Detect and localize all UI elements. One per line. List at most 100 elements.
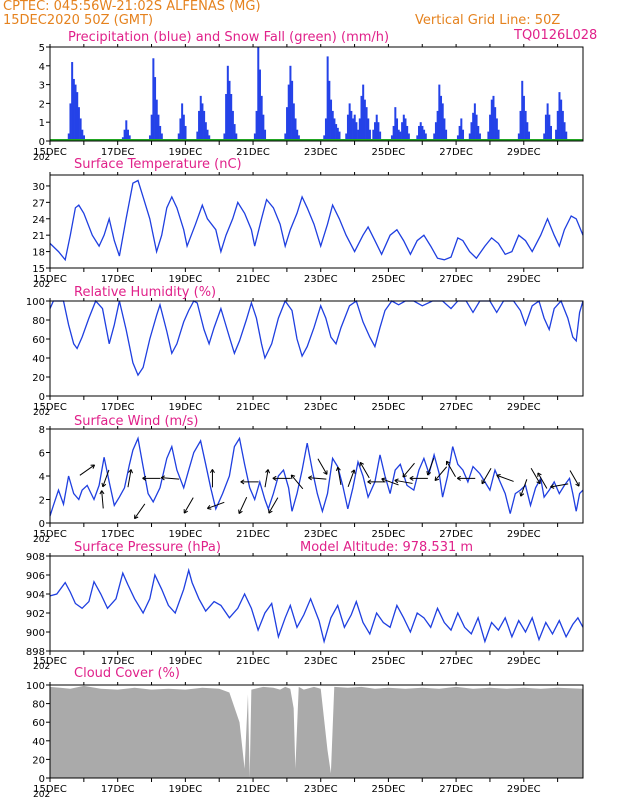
precip-bar bbox=[462, 129, 465, 141]
y-tick-label: 904 bbox=[26, 590, 45, 601]
precip-bar bbox=[71, 62, 74, 141]
wind-arrowhead bbox=[238, 509, 243, 514]
precip-bar bbox=[352, 118, 355, 141]
precip-bar bbox=[328, 80, 331, 141]
x-tick-label: 15DEC bbox=[33, 656, 67, 667]
x-tick-label: 21DEC bbox=[236, 147, 270, 158]
wind-arrowhead bbox=[575, 482, 580, 487]
precip-bar bbox=[286, 107, 289, 141]
wind-arrow bbox=[127, 469, 132, 488]
wind-arrowhead bbox=[308, 475, 313, 481]
grid-note: Vertical Grid Line: 50Z bbox=[415, 13, 561, 28]
wind-arrowhead bbox=[402, 472, 407, 478]
precip-bar bbox=[565, 131, 568, 141]
precip-bar bbox=[440, 95, 443, 141]
precip-bar bbox=[401, 122, 404, 141]
wind-arrowhead bbox=[335, 466, 341, 472]
wind-arrowhead bbox=[409, 475, 414, 481]
y-tick-label: 27 bbox=[32, 198, 45, 209]
precip-bar bbox=[475, 114, 478, 141]
precip-bar bbox=[490, 99, 493, 141]
precip-bar bbox=[441, 103, 444, 141]
y-tick-label: 0 bbox=[39, 774, 45, 785]
precip-bar bbox=[472, 112, 475, 141]
precip-bar bbox=[561, 110, 564, 141]
panel-title: Precipitation (blue) and Snow Fall (gree… bbox=[68, 30, 389, 45]
x-tick-label: 25DEC bbox=[372, 274, 406, 285]
precip-bar bbox=[416, 135, 419, 141]
wind-arrow bbox=[238, 497, 248, 514]
wind-arrow bbox=[161, 477, 180, 480]
panel-5 bbox=[46, 682, 584, 782]
panel-frame bbox=[49, 46, 584, 142]
precip-bar bbox=[208, 135, 211, 141]
precip-bar bbox=[152, 58, 155, 141]
precip-bar bbox=[292, 103, 295, 141]
precip-bar bbox=[528, 131, 531, 141]
wind-arrow bbox=[347, 469, 355, 487]
wind-arrow bbox=[268, 497, 279, 514]
panel-frame bbox=[49, 684, 584, 779]
x-year-label: 202 bbox=[33, 535, 50, 545]
x-tick-label: 23DEC bbox=[304, 402, 338, 413]
precip-bar bbox=[226, 65, 229, 141]
wind-arrowhead bbox=[323, 470, 328, 475]
panel-title: Cloud Cover (%) bbox=[74, 666, 180, 681]
precip-bar bbox=[396, 118, 399, 141]
precip-bar bbox=[223, 133, 226, 141]
wind-arrow bbox=[496, 474, 514, 482]
precip-bar bbox=[460, 118, 463, 141]
precip-bar bbox=[522, 95, 525, 141]
precip-bar bbox=[230, 94, 233, 141]
x-tick-label: 27DEC bbox=[439, 784, 473, 795]
precip-bar bbox=[374, 122, 377, 141]
precip-bar bbox=[379, 131, 382, 141]
x-year-label: 202 bbox=[33, 280, 50, 290]
wind-arrow bbox=[381, 478, 399, 486]
precip-bar bbox=[204, 122, 207, 141]
precip-bar bbox=[353, 114, 356, 141]
precip-bar bbox=[69, 103, 72, 141]
wind-arrow bbox=[101, 490, 104, 509]
precip-bar bbox=[548, 114, 551, 141]
x-tick-label: 23DEC bbox=[304, 274, 338, 285]
wind-arrowhead bbox=[359, 461, 364, 467]
x-tick-label: 19DEC bbox=[168, 529, 202, 540]
precip-bar bbox=[494, 107, 497, 141]
header-line1: CPTEC: 045:56W-21:02S ALFENAS (MG) bbox=[3, 0, 261, 14]
precip-bar bbox=[326, 56, 329, 141]
precip-bar bbox=[526, 122, 529, 141]
x-tick-label: 27DEC bbox=[439, 402, 473, 413]
precip-bar bbox=[289, 65, 292, 141]
precip-bar bbox=[182, 114, 185, 141]
precip-bar bbox=[199, 95, 202, 141]
precip-bar bbox=[423, 129, 426, 141]
y-tick-label: 0 bbox=[39, 137, 45, 148]
panel-title: Surface Pressure (hPa) bbox=[74, 540, 221, 555]
precip-bar bbox=[284, 133, 287, 141]
precip-bar bbox=[418, 125, 421, 141]
precip-bar bbox=[154, 77, 157, 141]
precip-bar bbox=[291, 80, 294, 141]
wind-arrowhead bbox=[519, 492, 525, 497]
precip-bar bbox=[253, 133, 256, 141]
x-tick-label: 21DEC bbox=[236, 402, 270, 413]
precip-bar bbox=[336, 127, 339, 141]
wind-arrow bbox=[530, 467, 541, 485]
precip-bar bbox=[436, 110, 439, 141]
precip-bar bbox=[74, 84, 77, 141]
wind-arrowhead bbox=[209, 469, 215, 474]
precip-bar bbox=[231, 110, 234, 141]
precip-bar bbox=[201, 103, 204, 141]
precip-bar bbox=[550, 125, 553, 141]
wind-arrowhead bbox=[537, 472, 542, 477]
y-tick-label: 30 bbox=[32, 182, 45, 193]
x-tick-label: 29DEC bbox=[507, 402, 541, 413]
model-code: TQ0126L028 bbox=[514, 28, 598, 43]
precip-bar bbox=[478, 133, 481, 141]
precip-bar bbox=[179, 118, 182, 141]
x-tick-label: 27DEC bbox=[439, 147, 473, 158]
precip-bar bbox=[330, 99, 333, 141]
precip-bar bbox=[296, 129, 299, 141]
x-tick-label: 19DEC bbox=[168, 784, 202, 795]
